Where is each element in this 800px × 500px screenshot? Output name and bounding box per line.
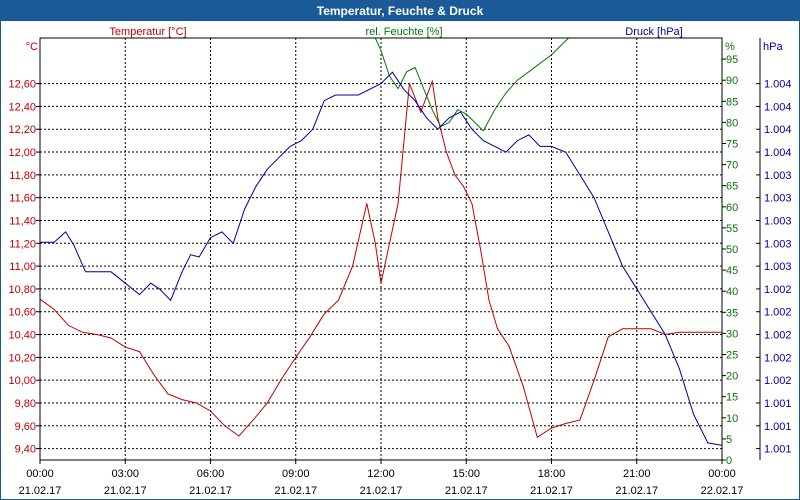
pressure-tick-label: 1.003 [764,215,792,227]
humidity-tick-label: 60 [726,202,738,214]
temperature-tick-label: 10,40 [8,330,36,342]
x-tick-time: 15:00 [452,468,480,480]
humidity-tick-label: 90 [726,75,738,87]
x-tick-date: 21.02.17 [274,485,317,497]
pressure-tick-label: 1.004 [764,124,792,136]
pressure-tick-label: 1.003 [764,193,792,205]
temperature-tick-label: 12,60 [8,79,36,91]
humidity-tick-label: 50 [726,244,738,256]
temperature-tick-label: 12,20 [8,124,36,136]
x-tick-time: 03:00 [111,468,139,480]
temperature-tick-label: 11,20 [9,238,36,250]
humidity-unit: % [725,41,735,53]
temperature-tick-label: 10,20 [8,352,36,364]
humidity-tick-label: 15 [726,392,738,404]
humidity-tick-label: 45 [726,265,738,277]
temperature-tick-label: 12,40 [8,101,36,113]
temperature-tick-label: 9,60 [15,421,36,433]
humidity-tick-label: 30 [726,328,738,340]
temperature-tick-label: 10,80 [8,284,36,296]
temperature-tick-label: 11,80 [9,170,36,182]
pressure-tick-label: 1.002 [764,375,792,387]
pressure-tick-label: 1.002 [764,307,792,319]
x-tick-date: 21.02.17 [19,485,62,497]
pressure-series-line [40,71,722,446]
x-tick-date: 21.02.17 [530,485,573,497]
pressure-tick-label: 1.004 [764,101,792,113]
humidity-tick-label: 80 [726,117,738,129]
x-tick-date: 21.02.17 [104,485,147,497]
humidity-series-line [374,38,569,132]
pressure-tick-label: 1.003 [764,238,792,250]
humidity-tick-label: 75 [726,139,738,151]
x-tick-date: 21.02.17 [445,485,488,497]
temperature-unit: °C [26,41,38,53]
humidity-tick-label: 5 [726,434,732,446]
x-tick-date: 21.02.17 [189,485,232,497]
grid [40,38,722,460]
pressure-tick-label: 1.002 [764,330,792,342]
x-tick-time: 09:00 [282,468,310,480]
pressure-unit: hPa [763,41,783,53]
humidity-tick-label: 95 [726,54,738,66]
x-tick-time: 12:00 [367,468,395,480]
temperature-tick-label: 9,40 [15,444,36,456]
humidity-tick-label: 65 [726,181,738,193]
humidity-tick-label: 10 [726,413,738,425]
humidity-tick-label: 25 [726,350,738,362]
x-tick-date: 22.02.17 [701,485,744,497]
humidity-tick-label: 40 [726,286,738,298]
x-tick-time: 00:00 [26,468,54,480]
x-tick-time: 06:00 [197,468,225,480]
humidity-tick-label: 70 [726,160,738,172]
pressure-tick-label: 1.002 [764,284,792,296]
temperature-series-line [40,79,722,438]
x-tick-date: 21.02.17 [615,485,658,497]
humidity-axis-label: rel. Feuchte [%] [365,26,442,38]
temperature-tick-label: 9,80 [15,398,36,410]
temperature-tick-label: 11,40 [9,215,36,227]
pressure-axis-label: Druck [hPa] [625,26,682,38]
series-layer [40,38,722,446]
humidity-tick-label: 20 [726,371,738,383]
temperature-tick-label: 12,00 [8,147,36,159]
temperature-tick-label: 10,60 [8,307,36,319]
humidity-tick-label: 0 [726,455,732,467]
pressure-tick-label: 1.004 [764,79,792,91]
temperature-tick-label: 10,00 [8,375,36,387]
pressure-tick-label: 1.003 [764,170,792,182]
temperature-tick-label: 11,60 [9,193,36,205]
axes: 9,40 9,60 9,80 10,00 10,20 10,40 10,60 10,80 11,… [8,38,792,497]
humidity-tick-label: 35 [726,307,738,319]
plot-frame [39,37,723,461]
humidity-tick-label: 85 [726,96,738,108]
x-tick-time: 18:00 [538,468,566,480]
x-tick-time: 21:00 [623,468,651,480]
temperature-tick-label: 11,00 [9,261,36,273]
pressure-tick-label: 1.003 [764,261,792,273]
x-tick-date: 21.02.17 [360,485,403,497]
temperature-axis-label: Temperatur [°C] [109,26,186,38]
pressure-tick-label: 1.001 [764,444,792,456]
pressure-tick-label: 1.001 [764,421,792,433]
humidity-tick-label: 55 [726,223,738,235]
x-tick-time: 00:00 [708,468,736,480]
pressure-tick-label: 1.004 [764,147,792,159]
pressure-tick-label: 1.001 [764,398,792,410]
window-title: Temperatur, Feuchte & Druck [1,1,799,21]
pressure-tick-label: 1.002 [764,352,792,364]
